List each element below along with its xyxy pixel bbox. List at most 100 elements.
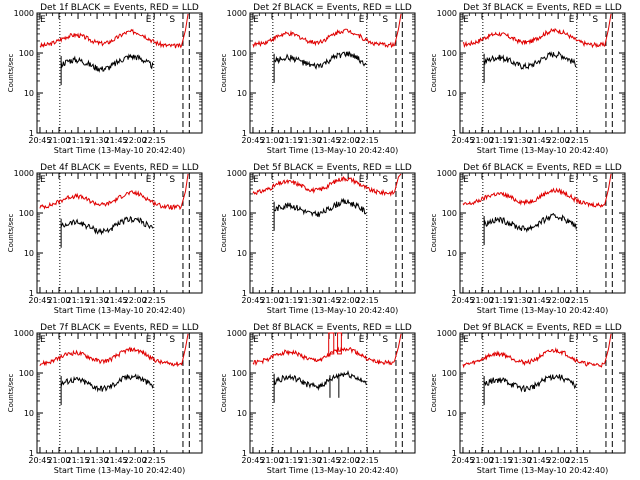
x-tick-label: 21:30 (299, 456, 322, 465)
e-marker: E (40, 15, 46, 25)
x-tick-label: 21:30 (86, 456, 109, 465)
x-tick-label: 20:45 (241, 456, 264, 465)
s-marker: S (592, 175, 598, 185)
e-marker: E (463, 335, 469, 345)
plot-frame (36, 12, 203, 134)
panel-6: Det 6f BLACK = Events, RED = LLD 1 10 100 10… (430, 163, 626, 315)
e-marker: E (146, 15, 152, 25)
x-tick-label: 21:15 (280, 136, 303, 145)
x-tick-label: 21:45 (528, 136, 551, 145)
y-tick-label: 10 (447, 249, 457, 258)
x-tick-label: 21:00 (470, 296, 493, 305)
series-black-events (273, 197, 367, 218)
y-tick-label: 10 (447, 89, 457, 98)
y-tick-label: 1 (29, 129, 34, 138)
y-tick-label: 10 (24, 89, 34, 98)
s-marker: S (382, 335, 388, 345)
e-marker: E (40, 335, 46, 345)
x-tick-label: 22:00 (337, 296, 360, 305)
series-red-lld (39, 28, 183, 49)
e-marker: E (463, 15, 469, 25)
x-tick-label: 20:45 (451, 456, 474, 465)
y-tick-label: 10 (237, 89, 247, 98)
x-tick-label: 22:00 (547, 456, 570, 465)
x-tick-label: 21:00 (47, 296, 70, 305)
s-marker: S (169, 335, 175, 345)
s-marker: S (592, 15, 598, 25)
x-axis-label: Start Time (13-May-10 20:42:40) (477, 306, 608, 315)
y-tick-label: 1000 (227, 169, 247, 178)
e-marker: E (569, 335, 575, 345)
y-tick-label: 1 (242, 129, 247, 138)
y-tick-label: 10 (237, 249, 247, 258)
x-tick-label: 21:00 (470, 136, 493, 145)
x-tick-label: 20:45 (241, 296, 264, 305)
x-tick-label: 21:00 (260, 296, 283, 305)
x-tick-label: 21:15 (67, 296, 90, 305)
y-tick-label: 1000 (437, 169, 457, 178)
series-red-lld (252, 175, 395, 197)
y-tick-label: 100 (442, 369, 457, 378)
e-marker: E (569, 175, 575, 185)
panel-9: Det 9f BLACK = Events, RED = LLD 1 10 100 10… (430, 323, 626, 475)
y-tick-label: 100 (19, 209, 34, 218)
x-tick-label: 21:45 (105, 296, 128, 305)
y-tick-label: 1 (29, 289, 34, 298)
y-tick-label: 1000 (227, 9, 247, 18)
panel-title: Det 4f BLACK = Events, RED = LLD (40, 163, 199, 173)
x-tick-label: 22:15 (566, 296, 589, 305)
x-tick-label: 21:30 (86, 136, 109, 145)
e-marker: E (253, 15, 259, 25)
panel-title: Det 6f BLACK = Events, RED = LLD (463, 163, 622, 173)
x-tick-label: 22:15 (566, 136, 589, 145)
panel-4: Det 4f BLACK = Events, RED = LLD 1 10 100 10… (7, 163, 203, 315)
y-tick-label: 100 (442, 209, 457, 218)
series-black-events (273, 370, 367, 392)
y-tick-label: 10 (237, 409, 247, 418)
panel-1: Det 1f BLACK = Events, RED = LLD 1 10 100 10… (7, 3, 203, 155)
e-marker: E (253, 175, 259, 185)
panel-2: Det 2f BLACK = Events, RED = LLD 1 10 100 10… (220, 3, 416, 155)
x-tick-label: 22:00 (124, 456, 147, 465)
y-tick-label: 100 (19, 49, 34, 58)
x-tick-label: 21:30 (299, 136, 322, 145)
x-tick-label: 20:45 (28, 296, 51, 305)
plot-frame (36, 172, 203, 294)
y-tick-label: 100 (19, 369, 34, 378)
x-tick-label: 22:00 (337, 136, 360, 145)
red-gap-box (337, 332, 342, 355)
x-axis-label: Start Time (13-May-10 20:42:40) (54, 306, 185, 315)
x-tick-label: 21:15 (280, 456, 303, 465)
plot-frame (459, 332, 626, 454)
x-tick-label: 22:15 (356, 296, 379, 305)
e-marker: E (359, 335, 365, 345)
x-axis-label: Start Time (13-May-10 20:42:40) (267, 466, 398, 475)
y-axis-label: Counts/sec (7, 214, 15, 253)
x-tick-label: 21:30 (509, 296, 532, 305)
plot-frame (249, 12, 416, 134)
x-tick-label: 21:45 (528, 456, 551, 465)
y-tick-label: 1 (452, 129, 457, 138)
panel-8: Det 8f BLACK = Events, RED = LLD 1 10 100 10… (220, 323, 416, 475)
e-marker: E (359, 175, 365, 185)
y-axis-label: Counts/sec (7, 54, 15, 93)
series-red-lld (462, 347, 605, 369)
series-red-spike (604, 333, 612, 364)
series-black-events (483, 50, 577, 70)
y-axis-label: Counts/sec (220, 54, 228, 93)
x-tick-label: 21:15 (280, 296, 303, 305)
y-tick-label: 100 (442, 49, 457, 58)
series-red-spike (181, 173, 189, 206)
y-axis-label: Counts/sec (430, 54, 438, 93)
x-axis-label: Start Time (13-May-10 20:42:40) (477, 466, 608, 475)
plot-frame (459, 12, 626, 134)
y-tick-label: 1000 (14, 169, 34, 178)
x-tick-label: 22:15 (356, 456, 379, 465)
series-red-lld (252, 28, 395, 49)
x-axis-label: Start Time (13-May-10 20:42:40) (54, 466, 185, 475)
x-tick-label: 21:45 (105, 136, 128, 145)
series-black-events (273, 50, 367, 70)
x-tick-label: 20:45 (241, 136, 264, 145)
y-tick-label: 100 (232, 49, 247, 58)
